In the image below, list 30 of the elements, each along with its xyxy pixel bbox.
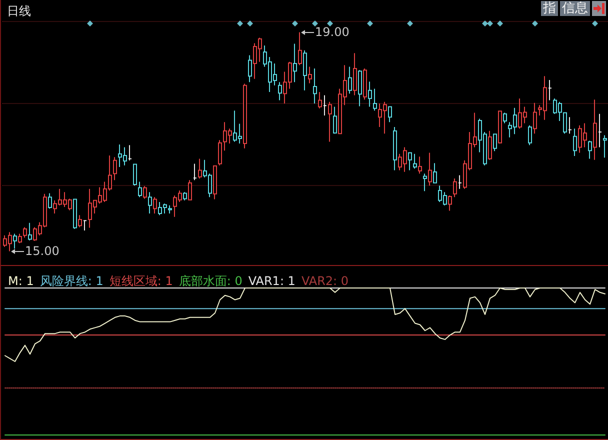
annotation: 指 — [541, 1, 558, 16]
text: M: 1 — [8, 274, 34, 288]
annotation: 19.00 — [315, 25, 350, 40]
chart-title: 日线 — [7, 4, 31, 18]
candlestick — [318, 91, 322, 109]
annotation: 信息 — [560, 1, 590, 16]
series-label: 风险界线: 1 — [40, 274, 104, 288]
candlestick — [218, 140, 222, 166]
candlestick — [453, 178, 457, 198]
candlestick — [128, 144, 132, 161]
candlestick — [598, 113, 602, 148]
candlestick — [83, 220, 87, 232]
candlestick — [568, 116, 572, 134]
candlestick — [168, 204, 172, 214]
candlestick — [313, 68, 317, 104]
candlestick — [328, 101, 332, 142]
text: 短线区域: 1 — [109, 274, 173, 288]
annotation: 15.00 — [25, 244, 60, 258]
text: VAR2: 0 — [301, 274, 349, 288]
candlestick — [458, 174, 462, 190]
candlestick — [373, 88, 377, 112]
candlestick — [133, 163, 137, 186]
candlestick — [113, 156, 117, 181]
candlestick — [603, 134, 607, 158]
candlestick — [563, 112, 567, 134]
series-label: VAR1: 1 — [248, 274, 296, 288]
candlestick — [323, 94, 327, 116]
candlestick — [193, 163, 197, 181]
text: 底部水面: 0 — [178, 274, 242, 288]
candlestick — [548, 79, 552, 101]
